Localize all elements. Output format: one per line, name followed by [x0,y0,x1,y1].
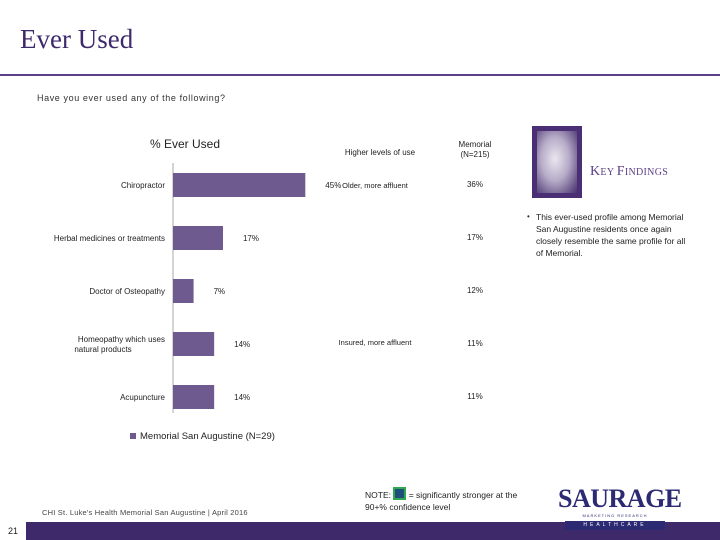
significance-box-icon [393,487,407,500]
bar [173,279,194,303]
logo-tagline: MARKETING RESEARCH [582,513,648,518]
page-title: Ever Used [20,24,134,54]
logo-band: HEALTHCARE [565,521,665,530]
category-label: Homeopathy which uses [78,335,165,344]
category-label: Doctor of Osteopathy [89,287,165,296]
value-label: 14% [234,393,250,402]
memorial-header: Memorial (N=215) [440,140,510,160]
higher-levels-header: Higher levels of use [344,148,416,157]
title-divider [0,74,720,76]
memorial-value-cell: 36% [466,180,483,189]
logo-wordmark: SAURAGE [558,484,682,513]
higher-level-cell: Older, more affluent [342,181,408,190]
bar [173,385,215,409]
legend-label: Memorial San Augustine (N=29) [140,431,275,442]
legend-swatch [130,433,136,439]
chart-title: % Ever Used [150,137,221,151]
bullet-dot-icon: • [527,212,530,221]
note-prefix: NOTE: [365,490,391,500]
footer-source: CHI St. Luke's Health Memorial San Augus… [42,508,248,517]
memorial-value-cell: 11% [467,339,483,348]
key-findings-label: KEY FINDINGS [590,164,668,180]
memorial-header-line1: Memorial [458,140,492,149]
value-label: 17% [243,234,259,243]
footer-bar [0,522,720,540]
key-findings-f: F [616,164,625,179]
note-text: = significantly stronger at the 90+% con… [365,490,518,512]
key-findings-photo-image [537,131,577,193]
bar [173,173,306,197]
survey-question: Have you ever used any of the following? [37,93,226,103]
bar [173,332,215,356]
category-label: Acupuncture [120,393,165,402]
memorial-value-cell: 17% [466,233,483,242]
key-findings-k: K [590,164,601,179]
higher-level-cell: Insured, more affluent [338,338,412,347]
category-label: Herbal medicines or treatments [54,234,165,243]
significance-note: NOTE: = significantly stronger at the 90… [365,487,525,513]
memorial-value-cell: 12% [466,286,483,295]
value-label: 14% [234,340,250,349]
key-findings-indings: INDINGS [624,167,669,178]
page-number: 21 [0,522,26,540]
key-finding-bullet: This ever-used profile among Memorial Sa… [536,212,686,258]
value-label: 7% [214,287,226,296]
key-findings-ey: EY [600,167,617,178]
category-label: natural products [74,345,131,354]
memorial-header-line2: (N=215) [460,150,490,159]
bar [173,226,223,250]
category-label: Chiropractor [121,181,165,190]
value-label: 45% [325,181,341,190]
memorial-value-cell: 11% [467,392,483,401]
